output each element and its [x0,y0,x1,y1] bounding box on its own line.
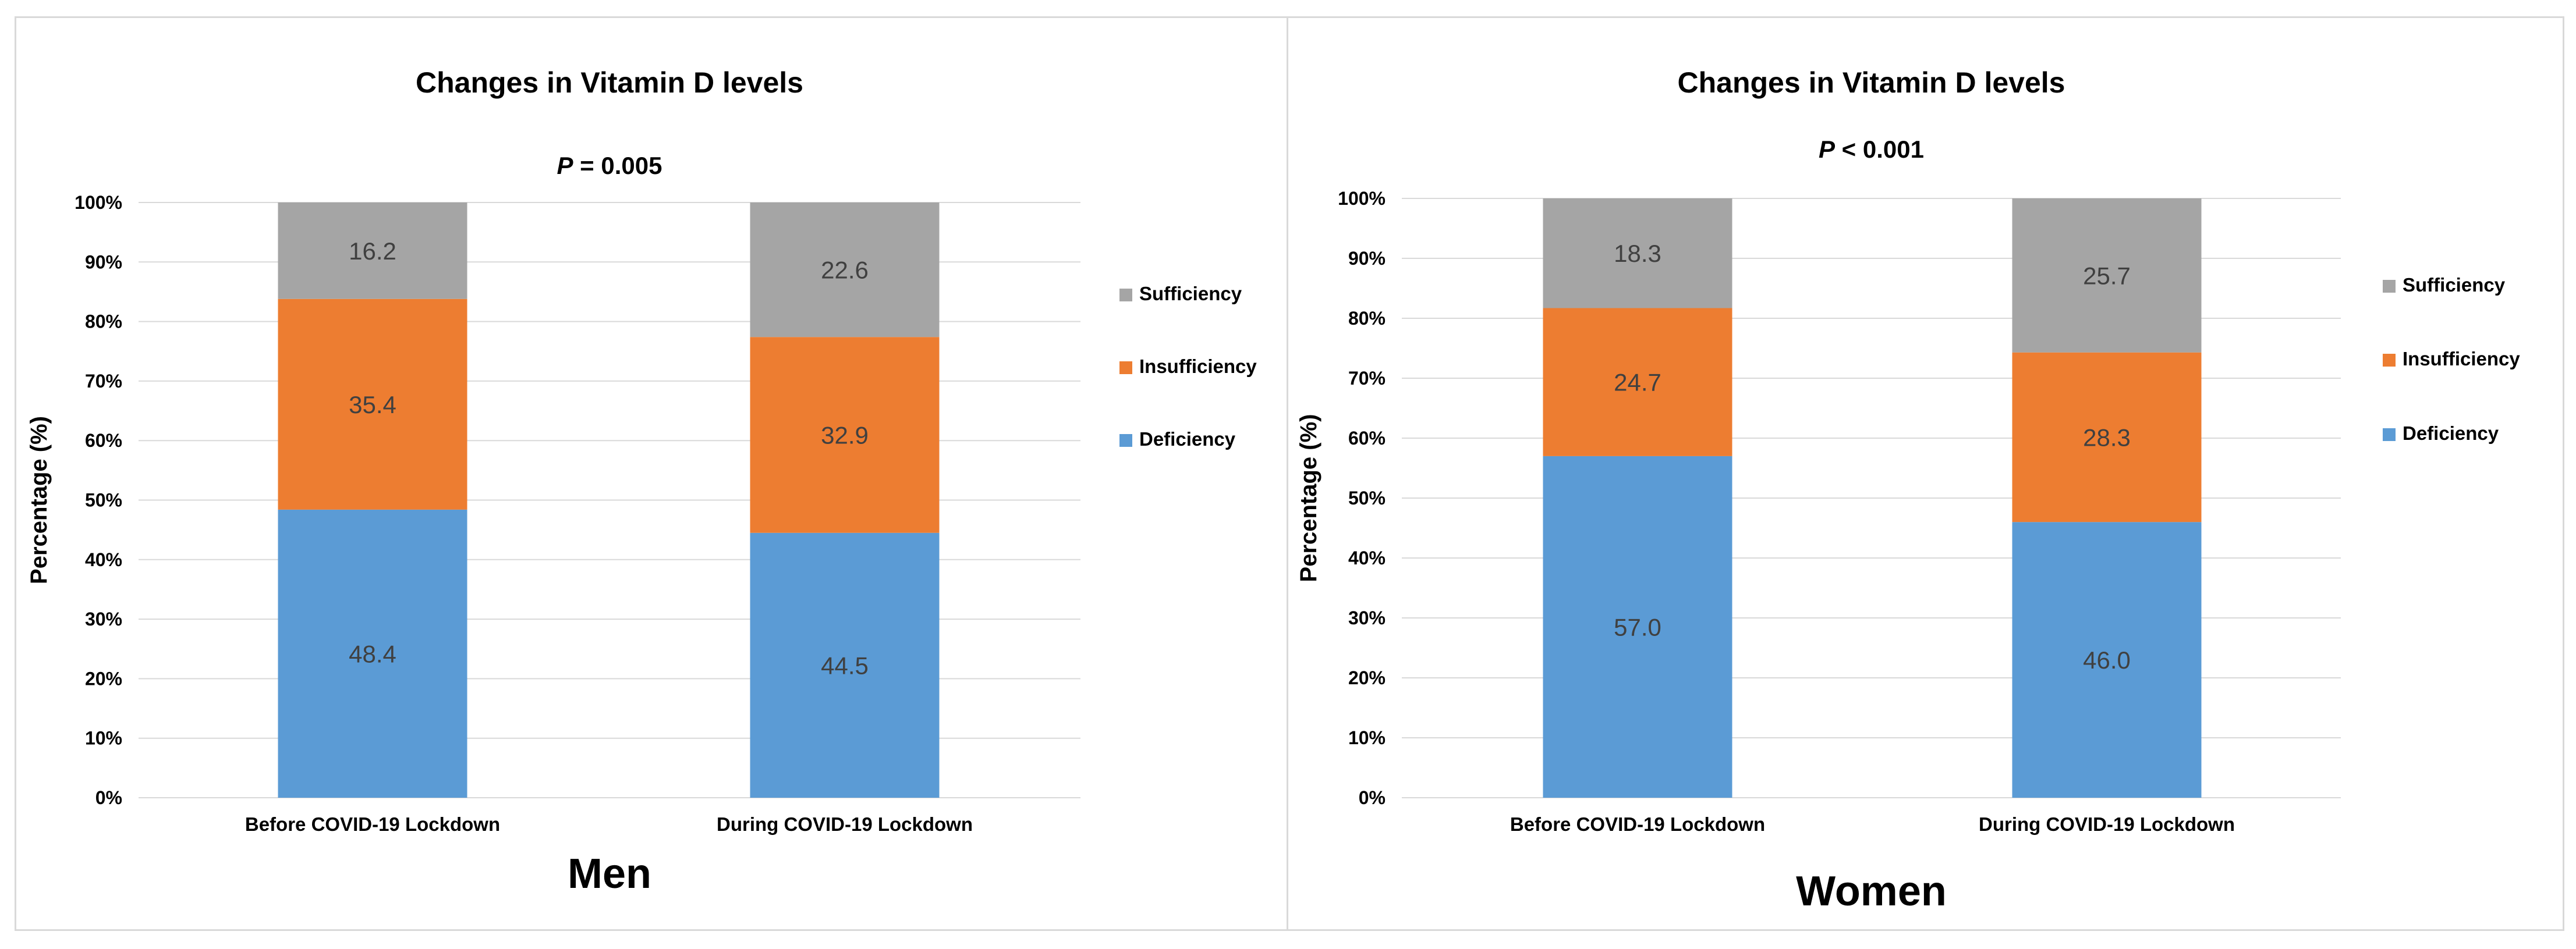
legend-item-label: Deficiency [1139,428,1236,450]
p-symbol: P [1819,136,1836,163]
y-tick-label: 50% [1348,488,1386,509]
x-tick-label: During COVID-19 Lockdown [717,813,973,835]
bar-segment-insufficiency [750,337,940,533]
y-tick-label: 80% [85,311,122,332]
y-axis-label: Percentage (%) [26,416,52,584]
panel-label: Women [1796,868,1947,915]
chart-women: Changes in Vitamin D levels P < 0.001 0% 10… [1296,66,2520,915]
data-label: 24.7 [1614,369,1661,396]
y-tick-label: 50% [85,490,122,511]
legend-swatch-sufficiency [1119,289,1132,301]
data-label: 28.3 [2083,424,2131,451]
y-tick-label: 40% [85,549,122,570]
p-value-text: = 0.005 [573,152,662,179]
legend-swatch-sufficiency [2383,280,2396,293]
y-axis-label: Percentage (%) [1296,414,1321,582]
y-tick-label: 60% [85,430,122,451]
data-label: 22.6 [821,257,869,284]
y-tick-label: 100% [1338,188,1386,209]
legend-swatch-deficiency [1119,434,1132,447]
data-label: 32.9 [821,421,869,449]
bar-segment-deficiency [2012,522,2202,798]
p-value-text: < 0.001 [1835,136,1924,163]
legend-item-label: Insufficiency [1139,356,1257,377]
legend-item-label: Insufficiency [2403,348,2520,369]
y-tick-label: 30% [1348,607,1386,628]
bar-segment-sufficiency [1543,198,1732,308]
chart-panel-women: Changes in Vitamin D levels P < 0.001 0% 10… [1287,16,2564,931]
data-label: 25.7 [2083,262,2131,289]
y-tick-label: 70% [1348,368,1386,389]
bar-segment-insufficiency [2012,352,2202,523]
chart-men: Changes in Vitamin D levels P = 0.005 0% 10… [26,66,1257,897]
legend-item-label: Sufficiency [1139,283,1242,304]
data-label: 48.4 [349,640,396,667]
bar-segment-deficiency [750,532,940,798]
y-tick-label: 60% [1348,428,1386,449]
p-symbol: P [557,152,574,179]
legend-swatch-deficiency [2383,428,2396,441]
p-value: P < 0.001 [1819,136,1924,163]
y-tick-label: 40% [1348,548,1386,568]
data-label: 57.0 [1614,613,1661,641]
y-tick-label: 90% [85,251,122,272]
bar-segment-sufficiency [750,202,940,337]
x-tick-label: During COVID-19 Lockdown [1979,813,2235,835]
y-tick-label: 70% [85,371,122,392]
y-tick-label: 20% [85,668,122,689]
legend-swatch-insufficiency [1119,361,1132,374]
bar-segment-insufficiency [278,298,467,510]
y-tick-label: 80% [1348,308,1386,329]
y-tick-label: 0% [1359,787,1386,808]
y-tick-label: 20% [1348,667,1386,688]
chart-title: Changes in Vitamin D levels [416,66,803,99]
bar-segment-sufficiency [2012,198,2202,353]
panel-label: Men [568,851,651,897]
x-tick-label: Before COVID-19 Lockdown [245,813,500,835]
y-tick-label: 100% [75,192,122,213]
data-label: 46.0 [2083,646,2131,674]
y-tick-label: 30% [85,609,122,630]
legend-item-label: Sufficiency [2403,274,2506,296]
legend: Sufficiency Insufficiency Deficiency [1119,283,1257,450]
y-tick-label: 10% [1348,727,1386,748]
legend-item-label: Deficiency [2403,422,2499,444]
data-label: 44.5 [821,652,869,679]
y-tick-label: 10% [85,728,122,749]
y-tick-label: 0% [95,787,122,808]
bar-segment-sufficiency [278,202,467,299]
bar-segment-insufficiency [1543,308,1732,456]
chart-title: Changes in Vitamin D levels [1678,66,2065,99]
bar-segment-deficiency [278,509,467,798]
y-tick-label: 90% [1348,248,1386,269]
x-tick-label: Before COVID-19 Lockdown [1510,813,1765,835]
p-value: P = 0.005 [557,152,662,179]
bar-segment-deficiency [1543,456,1732,798]
legend: Sufficiency Insufficiency Deficiency [2383,274,2520,444]
legend-swatch-insufficiency [2383,354,2396,367]
chart-panel-men: Changes in Vitamin D levels P = 0.005 0% 10… [15,16,1292,931]
data-label: 18.3 [1614,240,1661,267]
data-label: 16.2 [349,237,396,265]
data-label: 35.4 [349,391,396,418]
